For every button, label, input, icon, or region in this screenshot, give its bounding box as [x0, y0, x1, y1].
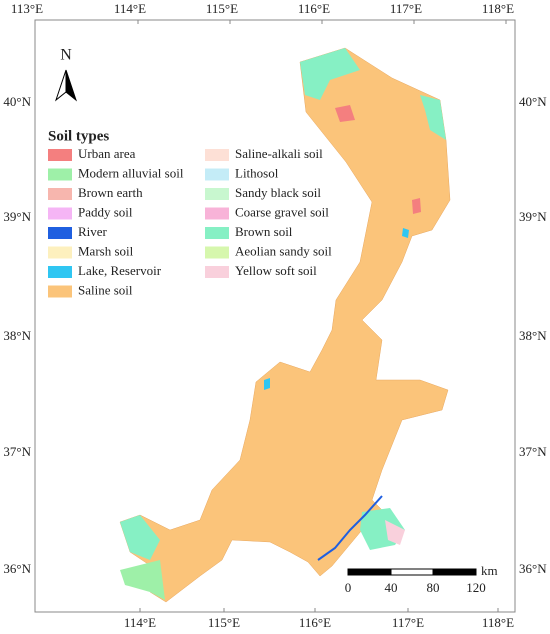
scale-segment — [390, 568, 434, 576]
scale-label: 40 — [385, 580, 398, 595]
legend-label: Brown soil — [235, 224, 293, 239]
brown-soil-patch — [120, 515, 160, 560]
scale-segment — [347, 568, 392, 576]
lon-label-top: 116°E — [298, 1, 330, 16]
scale-unit: km — [481, 563, 498, 578]
legend-label: Coarse gravel soil — [235, 204, 329, 219]
lon-label-bottom: 117°E — [392, 615, 424, 630]
north-arrow: N — [54, 47, 78, 102]
lon-label-top: 115°E — [206, 1, 238, 16]
lat-label-left: 36°N — [3, 561, 31, 576]
lon-label-bottom: 114°E — [124, 615, 156, 630]
legend-swatch — [205, 188, 229, 200]
legend-swatch — [205, 207, 229, 220]
legend-label: Yellow soft soil — [235, 263, 317, 278]
north-arrow-right — [65, 69, 78, 102]
modern-alluvial-patch — [120, 560, 165, 600]
legend-title: Soil types — [48, 128, 109, 144]
lat-label-left: 37°N — [3, 444, 31, 459]
scale-segment — [432, 568, 477, 576]
lat-label-right: 37°N — [519, 444, 547, 459]
legend-label: Modern alluvial soil — [78, 165, 184, 180]
legend-swatch — [48, 227, 72, 239]
legend-swatch — [48, 266, 72, 278]
scale-label: 80 — [427, 580, 440, 595]
brown-soil-patch — [420, 95, 446, 140]
lat-label-right: 36°N — [519, 561, 547, 576]
legend-swatch — [48, 246, 72, 259]
urban-patch — [412, 198, 421, 214]
lat-label-left: 39°N — [3, 209, 31, 224]
legend-swatch — [205, 168, 229, 181]
lon-label-top: 113°E — [11, 1, 43, 16]
legend-label: Sandy black soil — [235, 185, 321, 200]
urban-patch — [335, 105, 355, 122]
scale-bar: 0 40 80 120 km — [345, 563, 498, 595]
brown-soil-patch — [300, 48, 360, 100]
lake-patch — [402, 228, 409, 238]
legend-swatch — [205, 246, 229, 259]
region — [119, 47, 451, 603]
legend-swatch — [205, 149, 229, 161]
saline-soil-area — [119, 47, 451, 603]
lat-label-right: 39°N — [519, 209, 547, 224]
lake-patch — [264, 378, 270, 390]
legend-swatch — [48, 188, 72, 200]
lat-label-left: 40°N — [3, 94, 31, 109]
legend-swatch — [205, 227, 229, 239]
legend-label: Saline-alkali soil — [235, 146, 323, 161]
legend-swatch — [48, 168, 72, 181]
scale-label: 0 — [345, 580, 352, 595]
legend-label: Marsh soil — [78, 243, 134, 258]
legend-label: Paddy soil — [78, 204, 133, 219]
lon-label-top: 118°E — [482, 1, 514, 16]
legend-label: Aeolian sandy soil — [235, 243, 332, 258]
lon-label-bottom: 115°E — [208, 615, 240, 630]
legend-label: Urban area — [78, 146, 136, 161]
legend-label: Lithosol — [235, 165, 279, 180]
legend-swatch — [205, 266, 229, 278]
lat-label-left: 38°N — [3, 328, 31, 343]
lon-label-top: 117°E — [390, 1, 422, 16]
north-label: N — [60, 47, 72, 64]
yellow-soft-patch — [385, 520, 405, 545]
lat-label-right: 40°N — [519, 94, 547, 109]
coordinate-labels: 113°E 114°E 115°E 116°E 117°E 118°E 114°E 115°E… — [3, 1, 547, 630]
legend-label: River — [78, 224, 108, 239]
lon-label-bottom: 116°E — [299, 615, 331, 630]
river-line — [317, 495, 383, 561]
legend-swatch — [48, 285, 72, 298]
legend-label: Brown earth — [78, 185, 143, 200]
legend: Urban area Modern alluvial soil Brown eart… — [48, 146, 332, 298]
lat-label-right: 38°N — [519, 328, 547, 343]
scale-label: 120 — [466, 580, 486, 595]
legend-label: Saline soil — [78, 282, 133, 297]
legend-swatch — [48, 207, 72, 220]
legend-label: Lake, Reservoir — [78, 263, 162, 278]
lon-label-bottom: 118°E — [482, 615, 514, 630]
lon-label-top: 114°E — [114, 1, 146, 16]
legend-swatch — [48, 149, 72, 161]
